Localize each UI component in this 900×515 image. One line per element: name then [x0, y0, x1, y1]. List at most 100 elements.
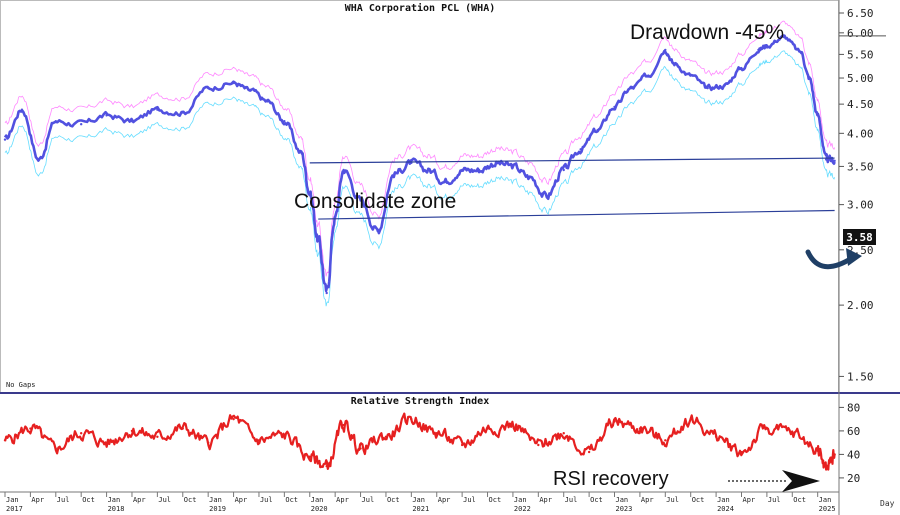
price-point	[37, 158, 41, 161]
rsi-y-axis: 80 60 40 20	[839, 401, 860, 485]
month-tick-label: Jan	[6, 496, 19, 504]
price-point	[630, 86, 633, 90]
month-tick-label: Jul	[565, 496, 578, 504]
year-tick-label: 2022	[514, 505, 531, 513]
month-tick-label: Oct	[184, 496, 197, 504]
year-tick-label: 2020	[311, 505, 328, 513]
price-point	[79, 123, 83, 126]
rsi-point	[714, 435, 718, 438]
rsi-line	[3, 412, 836, 471]
price-point	[300, 151, 303, 154]
price-point	[249, 89, 252, 92]
month-tick-label: Oct	[793, 496, 806, 504]
consolidate-annotation: Consolidate zone	[294, 190, 456, 213]
month-tick-label: Oct	[590, 496, 603, 504]
recovery-curve-arrow	[805, 249, 855, 270]
drawdown-annotation: Drawdown -45%	[630, 21, 784, 44]
rsi-pointer-arrowhead	[782, 470, 820, 492]
rsi-point	[156, 435, 159, 438]
rsi-y-tick-label: 60	[847, 425, 860, 438]
price-y-tick-label: 4.00	[847, 127, 874, 140]
price-point	[342, 168, 345, 172]
month-tick-label: Jan	[412, 496, 425, 504]
price-point	[647, 74, 650, 77]
month-tick-label: Jan	[717, 496, 730, 504]
month-tick-label: Jan	[514, 496, 527, 504]
price-point	[562, 168, 565, 172]
price-series-group	[3, 20, 836, 307]
month-tick-label: Oct	[82, 496, 95, 504]
month-tick-label: Jul	[463, 496, 476, 504]
year-tick-label: 2021	[412, 505, 429, 513]
rsi-point	[511, 423, 515, 427]
price-point	[545, 195, 548, 198]
price-point	[130, 120, 134, 123]
price-point	[308, 191, 311, 194]
rsi-point	[587, 450, 591, 454]
rsi-point	[410, 417, 413, 421]
upper-envelope-line	[4, 20, 835, 277]
price-point	[494, 161, 498, 165]
rsi-point	[3, 439, 7, 442]
price-point	[816, 114, 819, 117]
price-y-tick-label: 4.50	[847, 98, 874, 111]
rsi-point	[740, 450, 743, 454]
month-tick-label: Apr	[539, 496, 552, 504]
rsi-point	[325, 464, 328, 468]
year-tick-label: 2017	[6, 505, 23, 513]
price-point	[706, 86, 709, 90]
rsi-title: Relative Strength Index	[351, 395, 489, 407]
price-point	[232, 81, 235, 85]
month-tick-label: Apr	[641, 496, 654, 504]
price-point	[824, 158, 828, 161]
price-y-tick-label: 3.50	[847, 160, 874, 173]
rsi-point	[638, 427, 642, 430]
price-point	[689, 74, 692, 77]
price-point	[20, 108, 24, 111]
rsi-recovery-annotation: RSI recovery	[553, 468, 669, 490]
price-point	[333, 216, 337, 219]
price-point	[757, 48, 760, 52]
trendline	[309, 157, 835, 164]
last-price-value: 3.58	[846, 231, 873, 244]
rsi-point	[257, 439, 261, 442]
month-tick-label: Jan	[616, 496, 629, 504]
rsi-point	[664, 439, 667, 442]
rsi-y-tick-label: 80	[847, 401, 860, 414]
rsi-point	[562, 432, 565, 435]
rsi-point	[79, 432, 83, 435]
price-point	[528, 176, 532, 179]
price-point	[613, 105, 616, 109]
price-y-tick-label: 2.00	[847, 299, 874, 312]
month-tick-label: Jul	[57, 496, 70, 504]
price-point	[723, 84, 726, 87]
month-tick-label: Apr	[235, 496, 248, 504]
rsi-point	[435, 432, 438, 435]
rsi-point	[342, 423, 345, 427]
price-point	[596, 129, 599, 132]
year-tick-label: 2018	[108, 505, 125, 513]
month-tick-label: Jul	[362, 496, 375, 504]
price-line	[3, 34, 836, 293]
month-tick-label: Apr	[438, 496, 451, 504]
price-point	[206, 86, 210, 90]
rsi-point	[460, 443, 464, 447]
price-point	[427, 168, 430, 172]
month-tick-label: Oct	[692, 496, 705, 504]
month-tick-label: Jan	[108, 496, 121, 504]
date-axis: Jan Apr Jul Oct Jan Apr Jul Oct Jan Apr Jul Oct Jan A…	[4, 492, 836, 513]
month-tick-label: Jul	[158, 496, 171, 504]
rsi-point	[232, 417, 235, 421]
price-point	[672, 62, 675, 65]
month-tick-label: Jan	[311, 496, 324, 504]
price-y-tick-label: 6.50	[847, 7, 874, 20]
year-tick-label: 2023	[616, 505, 633, 513]
price-point	[664, 48, 667, 52]
rsi-y-tick-label: 20	[847, 472, 860, 485]
price-point	[359, 199, 362, 202]
price-point	[799, 50, 802, 54]
price-y-tick-label: 1.50	[847, 370, 874, 383]
rsi-point	[54, 447, 57, 450]
price-point	[511, 165, 515, 168]
